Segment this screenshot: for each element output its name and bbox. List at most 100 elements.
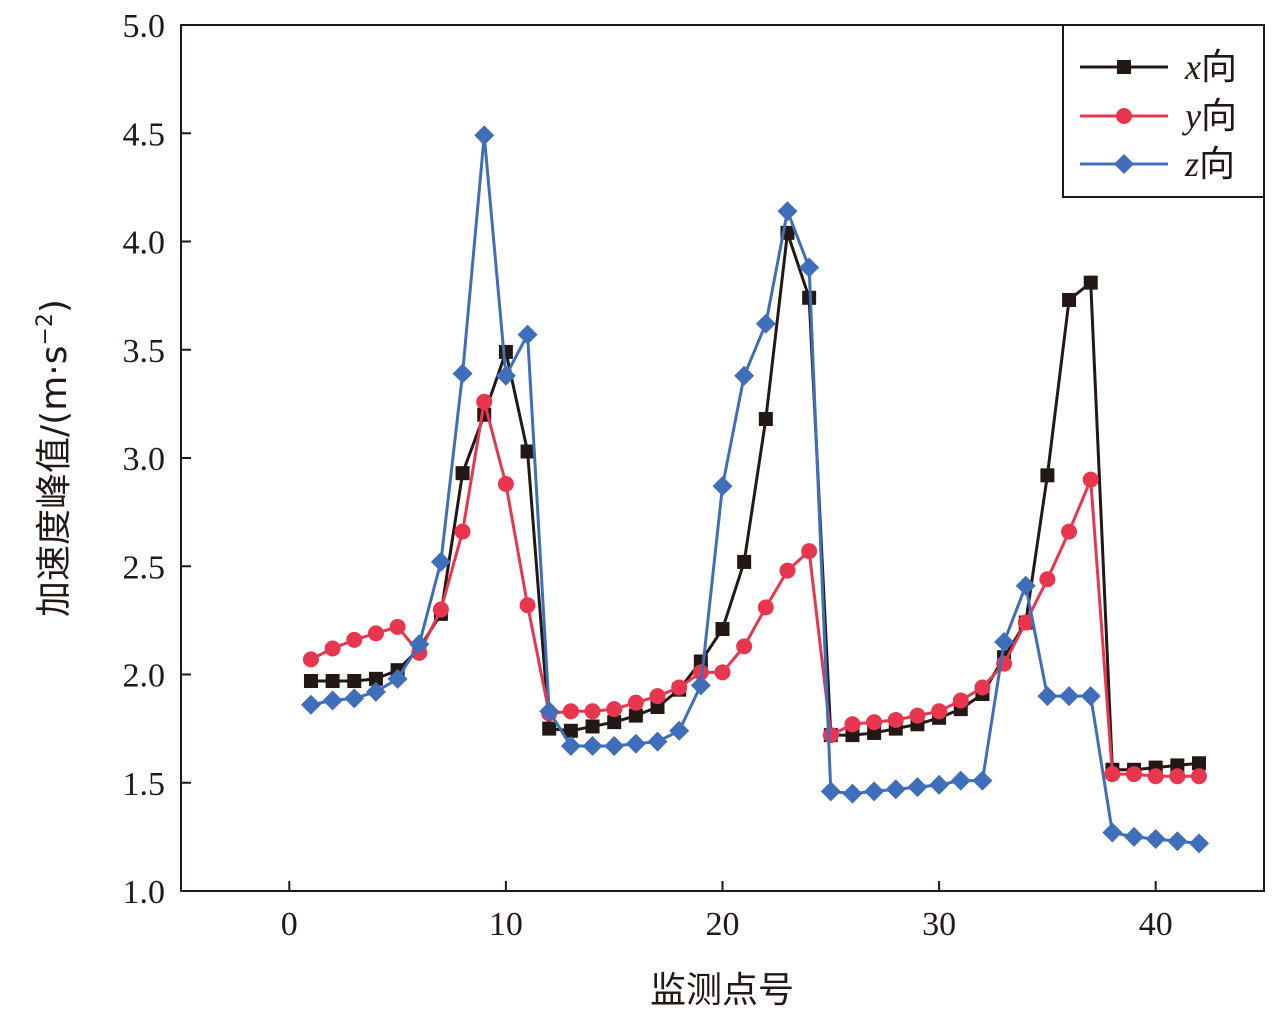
legend-suffix-z: 向 xyxy=(1199,144,1235,184)
x-tick-label: 30 xyxy=(922,906,956,943)
data-point-x xyxy=(520,444,535,459)
data-point-x xyxy=(542,721,557,736)
data-point-y xyxy=(627,694,644,711)
data-point-y xyxy=(324,640,341,657)
data-point-z xyxy=(300,694,321,715)
legend: x向 y向 z向 xyxy=(1062,24,1265,198)
data-point-y xyxy=(346,631,363,648)
legend-entry-x: x向 xyxy=(1080,47,1237,87)
legend-box xyxy=(1062,24,1265,198)
data-point-x xyxy=(563,723,578,738)
data-point-y xyxy=(887,711,904,728)
data-point-y xyxy=(779,562,796,579)
data-point-y xyxy=(367,625,384,642)
data-point-z xyxy=(625,733,646,754)
data-point-x xyxy=(758,412,773,427)
data-point-y xyxy=(584,703,601,720)
data-point-z xyxy=(994,632,1015,653)
x-tick-label: 20 xyxy=(706,906,740,943)
data-point-z xyxy=(690,675,711,696)
legend-var-z: z xyxy=(1184,144,1199,184)
data-point-z xyxy=(972,770,993,791)
data-point-x xyxy=(1040,468,1055,483)
legend-marker-z xyxy=(1114,154,1134,174)
data-point-x xyxy=(715,622,730,637)
data-point-z xyxy=(1145,829,1166,850)
data-point-y xyxy=(974,679,991,696)
data-point-z xyxy=(1102,822,1123,843)
legend-marker-y xyxy=(1116,108,1132,124)
data-point-z xyxy=(669,720,690,741)
data-point-y xyxy=(1126,766,1143,783)
data-point-z xyxy=(799,257,820,278)
data-point-y xyxy=(302,651,319,668)
series-layer xyxy=(300,125,1210,854)
data-point-z xyxy=(1189,833,1210,854)
data-point-y xyxy=(844,716,861,733)
series-x xyxy=(303,225,1207,777)
data-point-z xyxy=(604,735,625,756)
data-point-z xyxy=(820,781,841,802)
legend-label-x: x向 xyxy=(1184,47,1237,87)
data-point-z xyxy=(1167,831,1188,852)
legend-entry-z: z向 xyxy=(1080,144,1235,184)
data-point-z xyxy=(539,701,560,722)
data-point-y xyxy=(736,638,753,655)
data-point-y xyxy=(1082,471,1099,488)
legend-label-z: z向 xyxy=(1184,144,1235,184)
data-point-y xyxy=(476,393,493,410)
data-point-z xyxy=(517,324,538,345)
series-z xyxy=(300,125,1210,854)
data-point-z xyxy=(950,770,971,791)
data-point-y xyxy=(432,601,449,618)
data-point-y xyxy=(866,714,883,731)
y-axis-title-unit-close: ) xyxy=(34,299,75,313)
data-point-z xyxy=(864,781,885,802)
data-point-x xyxy=(455,466,470,481)
data-point-z xyxy=(929,774,950,795)
y-axis-title: 加速度峰值/(m·s−2) xyxy=(33,299,75,617)
data-point-x xyxy=(1192,756,1207,771)
axis-ticks: 0 10 20 30 40 1.0 1.5 2.0 2.5 3.0 3.5 4.0 4.5 5.0 xyxy=(123,8,1173,943)
x-tick-label: 40 xyxy=(1139,906,1173,943)
data-point-y xyxy=(389,618,406,635)
data-point-z xyxy=(1080,686,1101,707)
data-point-y xyxy=(454,523,471,540)
data-point-x xyxy=(325,673,340,688)
legend-suffix-x: 向 xyxy=(1201,47,1237,87)
data-point-x xyxy=(347,673,362,688)
data-point-z xyxy=(387,668,408,689)
data-point-z xyxy=(734,365,755,386)
y-tick-label: 4.5 xyxy=(123,116,166,153)
data-point-z xyxy=(365,681,386,702)
data-point-y xyxy=(606,701,623,718)
data-point-y xyxy=(1169,768,1186,785)
y-tick-label: 1.0 xyxy=(123,874,166,911)
data-point-z xyxy=(1059,686,1080,707)
data-point-z xyxy=(409,634,430,655)
data-point-z xyxy=(344,688,365,709)
data-point-y xyxy=(1061,523,1078,540)
legend-marker-x xyxy=(1117,60,1131,74)
data-point-y xyxy=(519,597,536,614)
data-point-y xyxy=(1191,768,1208,785)
data-point-z xyxy=(452,363,473,384)
data-point-x xyxy=(650,699,665,714)
data-point-x xyxy=(368,671,383,686)
data-point-x xyxy=(607,715,622,730)
data-point-z xyxy=(712,476,733,497)
data-point-z xyxy=(1037,686,1058,707)
data-point-x xyxy=(1083,275,1098,290)
data-point-z xyxy=(885,779,906,800)
x-tick-label: 0 xyxy=(281,906,298,943)
data-point-y xyxy=(649,688,666,705)
legend-label-y: y向 xyxy=(1182,96,1237,136)
data-point-y xyxy=(1147,768,1164,785)
y-tick-label: 2.0 xyxy=(123,658,166,695)
x-axis-title: 监测点号 xyxy=(650,970,794,1011)
data-point-z xyxy=(322,690,343,711)
data-point-x xyxy=(1062,292,1077,307)
data-point-y xyxy=(671,679,688,696)
data-point-y xyxy=(822,727,839,744)
